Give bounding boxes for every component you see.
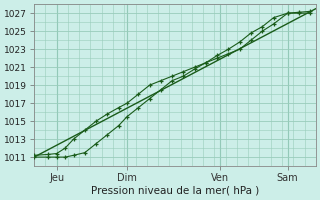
- X-axis label: Pression niveau de la mer( hPa ): Pression niveau de la mer( hPa ): [91, 186, 259, 196]
